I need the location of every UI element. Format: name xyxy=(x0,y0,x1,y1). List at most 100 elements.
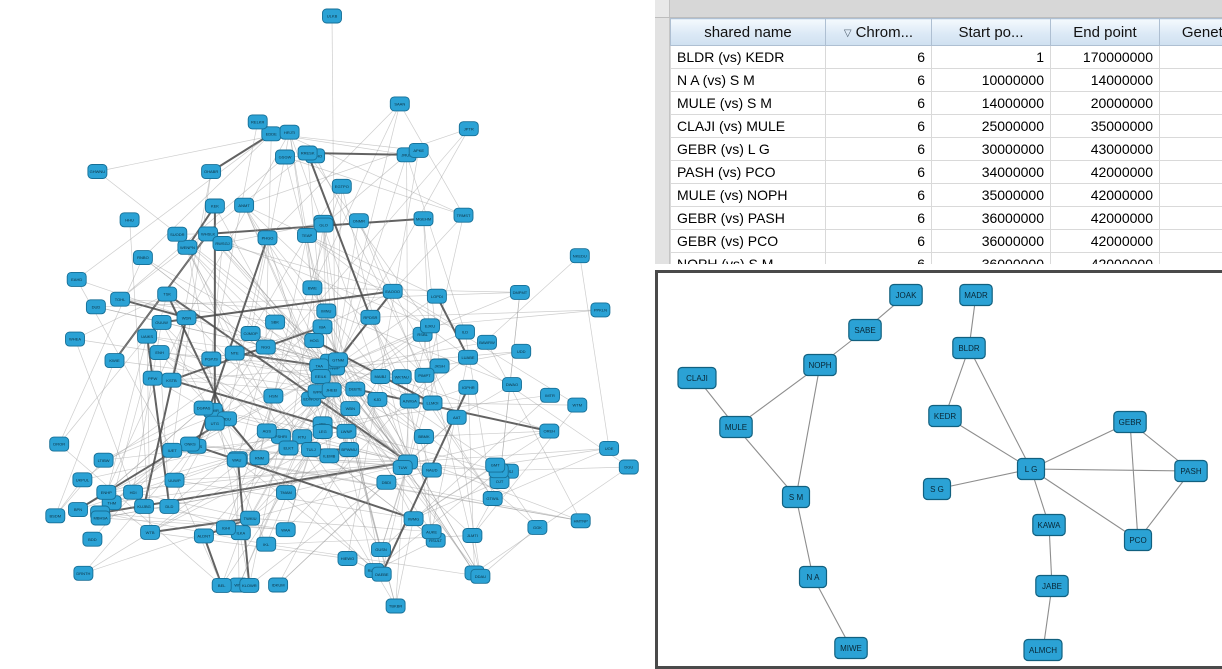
network-edge[interactable] xyxy=(285,365,440,530)
network-node[interactable]: WDN xyxy=(176,310,197,326)
network-edge[interactable] xyxy=(312,103,401,288)
subnetwork-node-KEDR[interactable]: KEDR xyxy=(928,404,962,428)
network-edge[interactable] xyxy=(472,404,578,536)
network-node[interactable]: GMT xyxy=(485,457,506,473)
network-edge[interactable] xyxy=(74,338,321,377)
subnetwork-node-MADR[interactable]: MADR xyxy=(959,283,993,307)
network-edge[interactable] xyxy=(161,322,238,461)
network-edge[interactable] xyxy=(277,399,378,586)
table-scrollbar[interactable] xyxy=(655,18,670,264)
network-node[interactable]: UOE xyxy=(599,440,620,456)
network-edge[interactable] xyxy=(492,448,610,499)
network-edge[interactable] xyxy=(285,449,312,530)
network-node[interactable]: UAIKS xyxy=(137,328,158,344)
network-edge[interactable] xyxy=(171,367,336,381)
network-node[interactable]: NTE xyxy=(224,345,245,361)
network-node[interactable]: NKEDU xyxy=(569,248,590,264)
network-edge[interactable] xyxy=(58,257,144,445)
network-node[interactable]: KWIE xyxy=(104,353,125,369)
table-row[interactable]: N A (vs) S M610000000140000006.6 xyxy=(670,68,1222,92)
network-node[interactable]: IKL xyxy=(256,536,277,552)
network-node[interactable]: DUD xyxy=(85,299,106,315)
network-edge[interactable] xyxy=(306,152,372,318)
subnetwork-node-KAWA[interactable]: KAWA xyxy=(1032,513,1066,537)
subnetwork-edge-SM-NA[interactable] xyxy=(795,496,814,578)
network-node[interactable]: WTM xyxy=(567,397,588,413)
network-edge[interactable] xyxy=(407,461,499,472)
network-node[interactable]: WENPN xyxy=(177,239,198,255)
network-node[interactable]: RWSGJ xyxy=(212,236,233,251)
network-node[interactable]: BDD xyxy=(82,531,103,547)
network-node[interactable]: ILKA xyxy=(230,525,251,541)
network-node[interactable]: MGEHM xyxy=(413,211,434,227)
main-network-panel[interactable]: NWPIKBULKBKWIEMGEHMWENPNLTIBWDBDIOJMOPBS… xyxy=(0,0,655,669)
network-node[interactable]: IMNU xyxy=(316,303,337,319)
subnetwork-edge-LG-PCO[interactable] xyxy=(1030,468,1139,541)
network-node[interactable]: EEILK xyxy=(310,369,331,384)
table-row[interactable]: MULE (vs) S M614000000200000007.5 xyxy=(670,91,1222,115)
network-node[interactable]: OJMOP xyxy=(240,326,261,341)
network-node[interactable]: OHABR xyxy=(201,164,222,180)
network-node[interactable]: HIEWO xyxy=(337,551,358,566)
filter-icon[interactable]: ▽ xyxy=(843,27,852,39)
network-edge[interactable] xyxy=(423,436,432,532)
network-edge[interactable] xyxy=(480,527,538,577)
column-header-chromosome[interactable]: ▽ Chrom... xyxy=(825,18,932,46)
network-edge[interactable] xyxy=(74,293,168,340)
network-node[interactable]: JKSH xyxy=(429,358,450,374)
network-edge[interactable] xyxy=(331,389,375,571)
network-node[interactable]: OUUW xyxy=(151,314,172,330)
table-row[interactable]: MULE (vs) NOPH6350000004200000010.5 xyxy=(670,183,1222,207)
network-node[interactable]: KEK xyxy=(204,198,225,214)
subnetwork-node-SG[interactable]: S G xyxy=(922,477,952,501)
subnetwork-edge-BLDR-LG[interactable] xyxy=(968,347,1032,470)
network-node[interactable]: ILEMB xyxy=(319,448,340,464)
network-edge[interactable] xyxy=(221,449,312,586)
network-node[interactable]: KLOWR xyxy=(239,577,260,593)
network-node[interactable]: LEG xyxy=(312,424,333,439)
network-edge[interactable] xyxy=(407,448,610,463)
network-edge[interactable] xyxy=(358,220,458,418)
network-edge[interactable] xyxy=(95,306,331,362)
network-node[interactable]: TBKBR xyxy=(385,598,406,614)
subnetwork-node-ALMCH[interactable]: ALMCH xyxy=(1023,638,1063,662)
network-node[interactable]: LTIBW xyxy=(93,452,114,468)
network-edge[interactable] xyxy=(133,491,251,519)
network-node[interactable]: TEAP xyxy=(297,227,317,243)
network-node[interactable]: PPKLN xyxy=(590,302,611,318)
network-node[interactable]: JHEEI xyxy=(321,382,342,398)
network-node[interactable]: ANMT xyxy=(234,197,255,213)
network-edge[interactable] xyxy=(395,400,411,607)
network-edge[interactable] xyxy=(498,466,629,472)
network-node[interactable]: UUWP xyxy=(164,472,185,488)
network-edge[interactable] xyxy=(243,204,438,297)
subnetwork-edge-NOPH-SM[interactable] xyxy=(795,364,821,498)
network-node[interactable]: NAUD xyxy=(421,462,442,478)
network-edge[interactable] xyxy=(243,128,469,206)
network-edge[interactable] xyxy=(97,131,290,172)
column-header-genetic[interactable]: Genetic... xyxy=(1159,18,1222,46)
network-node[interactable]: AJWGA xyxy=(399,393,420,409)
column-header-end-point[interactable]: End point xyxy=(1050,18,1160,46)
network-node[interactable]: TOHL xyxy=(110,291,131,307)
network-node[interactable]: DLD xyxy=(159,498,180,514)
network-node[interactable]: ENHP xyxy=(96,484,117,500)
subnetwork-edge-BLDR-KEDR[interactable] xyxy=(944,347,970,417)
network-edge[interactable] xyxy=(334,103,401,369)
network-edge[interactable] xyxy=(119,152,308,300)
network-node[interactable]: BWE xyxy=(302,280,323,296)
network-node[interactable]: KSTB xyxy=(161,372,182,388)
network-node[interactable]: DROR xyxy=(49,436,70,452)
network-edge[interactable] xyxy=(105,317,187,493)
network-node[interactable]: DEBTE xyxy=(345,381,366,397)
subnetwork-node-JABE[interactable]: JABE xyxy=(1035,574,1069,598)
network-edge[interactable] xyxy=(177,233,312,400)
network-edge[interactable] xyxy=(161,290,393,324)
network-edge[interactable] xyxy=(312,287,520,293)
network-node[interactable]: HDI xyxy=(123,484,144,500)
subnetwork-edge-LG-PASH[interactable] xyxy=(1030,468,1192,472)
network-edge[interactable] xyxy=(97,171,315,341)
network-edge[interactable] xyxy=(329,361,396,607)
network-node[interactable]: TWKIU xyxy=(240,510,261,526)
network-edge[interactable] xyxy=(267,103,401,239)
